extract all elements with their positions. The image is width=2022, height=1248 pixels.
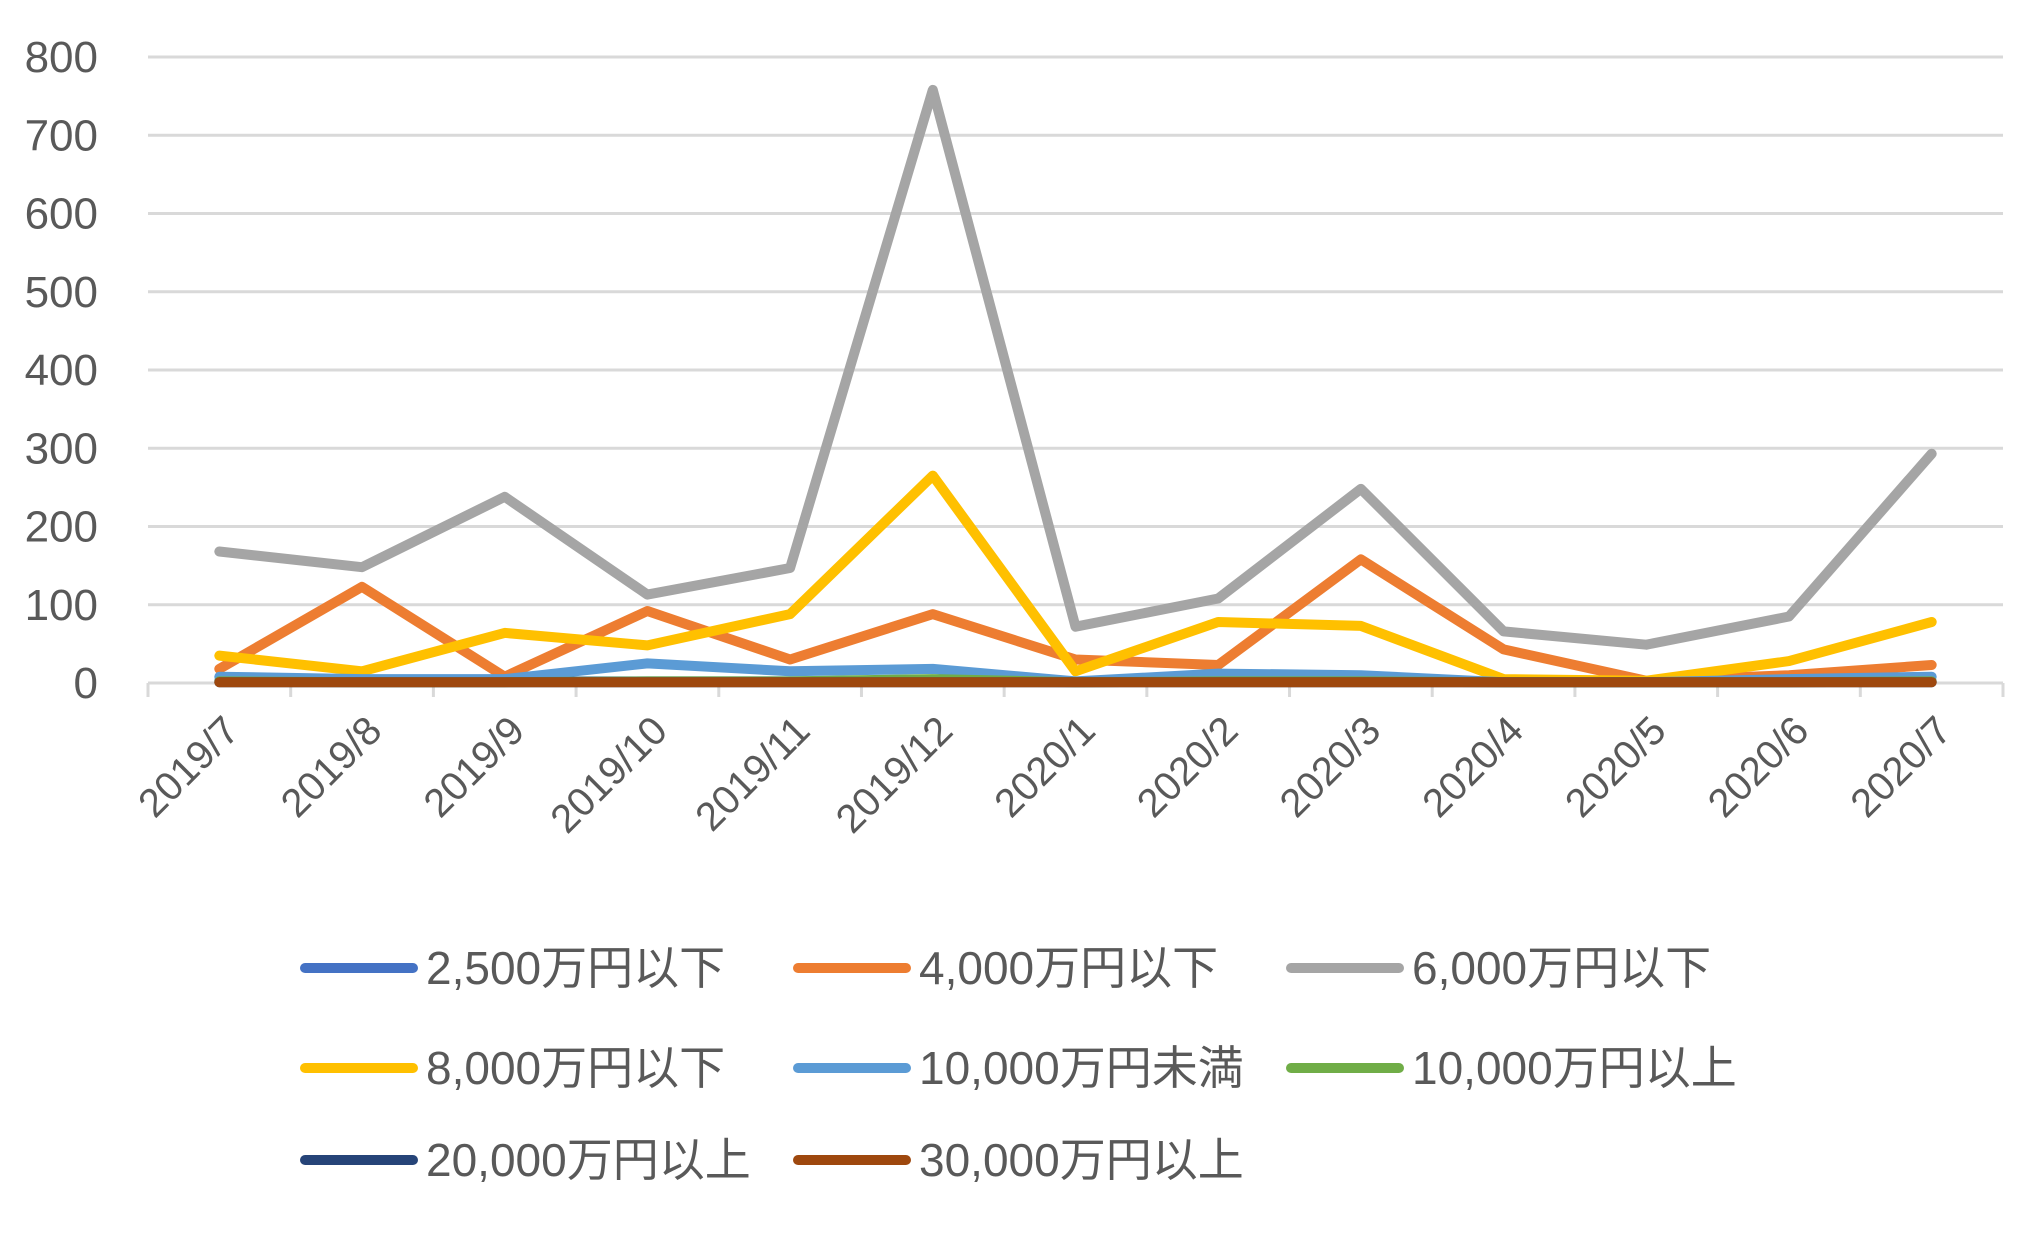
x-tick-label: 2020/2 bbox=[1129, 708, 1247, 826]
legend: 2,500万円以下 4,000万円以下 6,000万円以下 8,000万円以下 10,0… bbox=[300, 942, 1737, 1186]
legend-label: 10,000万円未満 bbox=[919, 1042, 1244, 1094]
gridlines bbox=[148, 55, 2003, 607]
x-tick-label: 2020/3 bbox=[1272, 708, 1390, 826]
x-tick-label: 2020/1 bbox=[986, 708, 1104, 826]
x-tick-label: 2019/12 bbox=[828, 708, 961, 841]
x-tick-label: 2019/7 bbox=[130, 708, 248, 826]
x-tick-label: 2019/8 bbox=[273, 708, 391, 826]
y-tick-label: 400 bbox=[25, 346, 98, 395]
y-tick-label: 100 bbox=[25, 581, 98, 630]
y-axis-ticks: 0 100 200 300 400 500 600 700 800 bbox=[25, 33, 98, 708]
y-tick-label: 0 bbox=[74, 659, 98, 708]
y-tick-label: 600 bbox=[25, 190, 98, 239]
y-tick-label: 700 bbox=[25, 111, 98, 160]
series-line-3 bbox=[214, 84, 1937, 650]
x-tick-label: 2020/7 bbox=[1842, 708, 1960, 826]
legend-label: 4,000万円以下 bbox=[919, 942, 1218, 994]
legend-label: 10,000万円以上 bbox=[1412, 1042, 1737, 1094]
x-tick-label: 2020/4 bbox=[1414, 708, 1532, 826]
x-tick-label: 2019/11 bbox=[687, 708, 818, 839]
x-tick-label: 2019/9 bbox=[415, 708, 533, 826]
legend-label: 30,000万円以上 bbox=[919, 1134, 1244, 1186]
x-axis-ticks: 2019/7 2019/8 2019/9 2019/10 2019/11 2019/12 2… bbox=[130, 708, 1960, 841]
legend-label: 20,000万円以上 bbox=[426, 1134, 751, 1186]
series-lines bbox=[214, 84, 1937, 688]
x-tick-label: 2019/10 bbox=[542, 708, 675, 841]
y-tick-label: 800 bbox=[25, 33, 98, 82]
legend-label: 8,000万円以下 bbox=[426, 1042, 725, 1094]
legend-label: 6,000万円以下 bbox=[1412, 942, 1711, 994]
y-tick-label: 500 bbox=[25, 268, 98, 317]
y-tick-label: 300 bbox=[25, 424, 98, 473]
x-tick-label: 2020/6 bbox=[1700, 708, 1818, 826]
x-tick-label: 2020/5 bbox=[1557, 708, 1675, 826]
y-tick-label: 200 bbox=[25, 503, 98, 552]
legend-label: 2,500万円以下 bbox=[426, 942, 725, 994]
